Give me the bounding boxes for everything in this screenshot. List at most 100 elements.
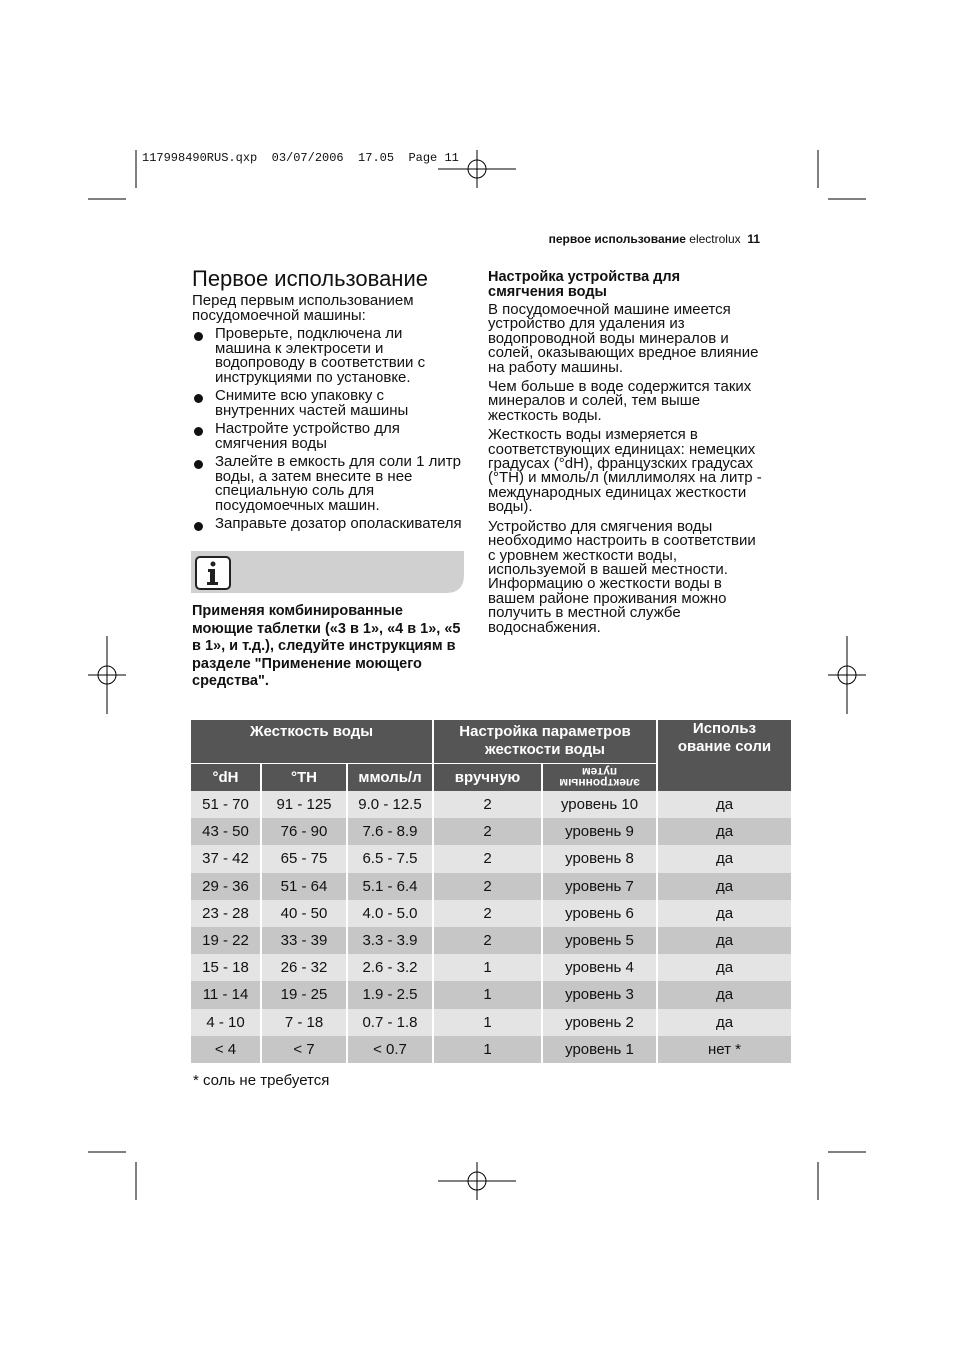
table-cell: 1 xyxy=(433,954,543,982)
bullet: Заправьте дозатор ополаскивателя xyxy=(192,516,462,532)
table-cell: 3.3 - 3.9 xyxy=(347,926,434,955)
sub-header: ммоль/л xyxy=(347,763,434,791)
table-cell: да xyxy=(715,850,734,868)
title: Первое использование xyxy=(192,266,428,291)
sub-header: вручную xyxy=(433,763,543,791)
paragraph: Устройство для смягчения воды необходимо… xyxy=(488,517,756,636)
table-cell: уровень 9 xyxy=(542,818,658,846)
table-cell: 4.0 - 5.0 xyxy=(347,899,434,927)
table-cell: 76 - 90 xyxy=(261,818,348,846)
table-row: 43 - 50 76 - 90 7.6 - 8.9 2 уровень 9 да xyxy=(191,818,791,846)
table-row: 29 - 36 51 - 64 5.1 - 6.4 2 уровень 7 да xyxy=(191,872,791,900)
table-cell: 19 - 22 xyxy=(191,926,262,955)
bullet-list: Проверьте, подключена ли машина к электр… xyxy=(192,326,462,536)
group-header: Жесткость воды xyxy=(191,720,434,763)
table-cell: уровень 10 xyxy=(542,791,658,819)
table-cell: 43 - 50 xyxy=(191,818,262,846)
table-cell: 2 xyxy=(433,791,543,819)
section: первое использование xyxy=(548,232,686,246)
table-cell: 2 xyxy=(433,899,543,927)
group-header: Использ ование соли xyxy=(657,720,791,791)
table-cell: 1 xyxy=(433,981,543,1009)
slug: 117998490RUS.qxp 03/07/2006 17.05 Page 1… xyxy=(142,151,459,165)
page-number: 11 xyxy=(747,232,760,246)
info-box xyxy=(191,551,464,593)
table-cell: уровень 7 xyxy=(542,872,658,900)
table-cell: 7 - 18 xyxy=(261,1008,348,1036)
table-cell: да xyxy=(715,877,734,895)
brand: electrolux xyxy=(689,232,741,246)
bullet: Залейте в емкость для соли 1 литр воды, … xyxy=(192,454,462,513)
table-cell: 51 - 70 xyxy=(191,791,262,819)
sub-header: электронным путем xyxy=(559,765,640,791)
table-cell: 2 xyxy=(433,926,543,955)
table-cell: уровень 6 xyxy=(542,899,658,927)
paragraphs: В посудомоечной машине имеется устройств… xyxy=(488,301,763,640)
bullet: Снимите всю упаковку с внутренних частей… xyxy=(192,388,462,418)
table-cell: 7.6 - 8.9 xyxy=(347,818,434,846)
note: Применяя комбинированные моющие таблетки… xyxy=(192,603,461,689)
running-header: первое использование electrolux 11 xyxy=(470,232,760,246)
table-row: 37 - 42 65 - 75 6.5 - 7.5 2 уровень 8 да xyxy=(191,845,791,873)
table-cell: 5.1 - 6.4 xyxy=(347,872,434,900)
table-cell: да xyxy=(715,1013,734,1031)
table-cell: 11 - 14 xyxy=(191,981,262,1009)
table-cell: 15 - 18 xyxy=(191,954,262,982)
table-cell: 1 xyxy=(433,1008,543,1036)
table-cell: < 7 xyxy=(261,1035,348,1063)
table-cell: уровень 5 xyxy=(542,926,658,955)
intro: Перед первым использованием посудомоечно… xyxy=(192,292,414,324)
table-cell: 0.7 - 1.8 xyxy=(347,1008,434,1036)
table-cell: < 4 xyxy=(191,1035,262,1063)
table-cell: 29 - 36 xyxy=(191,872,262,900)
table-cell: да xyxy=(715,796,734,814)
table-cell: уровень 4 xyxy=(542,954,658,982)
table-cell: 9.0 - 12.5 xyxy=(347,791,434,819)
table-cell: 2 xyxy=(433,818,543,846)
table-cell: 2.6 - 3.2 xyxy=(347,954,434,982)
table-cell: < 0.7 xyxy=(347,1035,434,1063)
hardness-table: Жесткость воды Настройка параметров жест… xyxy=(191,720,791,1063)
table-cell: нет * xyxy=(707,1040,741,1058)
table-cell: 2 xyxy=(433,845,543,873)
table-row: 51 - 70 91 - 125 9.0 - 12.5 2 уровень 10 да xyxy=(191,791,791,819)
table-cell: уровень 8 xyxy=(542,845,658,873)
table-cell: да xyxy=(715,959,734,977)
table-cell: 4 - 10 xyxy=(191,1008,262,1036)
group-header: Настройка параметров жесткости воды xyxy=(433,720,658,763)
table-cell: уровень 2 xyxy=(542,1008,658,1036)
paragraph: Жесткость воды измеряется в соответствую… xyxy=(488,426,762,516)
bullet: Настройте устройство для смягчения воды xyxy=(192,421,462,451)
table-cell: да xyxy=(715,986,734,1004)
table-row: 15 - 18 26 - 32 2.6 - 3.2 1 уровень 4 да xyxy=(191,954,791,982)
table-cell: уровень 3 xyxy=(542,981,658,1009)
table-cell: да xyxy=(715,823,734,841)
sub-header: °TH xyxy=(261,763,348,791)
heading: Настройка устройства для смягчения воды xyxy=(488,269,681,300)
table-row: 4 - 10 7 - 18 0.7 - 1.8 1 уровень 2 да xyxy=(191,1008,791,1036)
table-cell: 26 - 32 xyxy=(261,954,348,982)
sub-header: °dH xyxy=(191,763,262,791)
table-cell: 65 - 75 xyxy=(261,845,348,873)
table-row: < 4 < 7 < 0.7 1 уровень 1 нет * xyxy=(191,1035,791,1063)
table-cell: 23 - 28 xyxy=(191,899,262,927)
table-cell: уровень 1 xyxy=(542,1035,658,1063)
table-cell: 6.5 - 7.5 xyxy=(347,845,434,873)
bullet: Проверьте, подключена ли машина к электр… xyxy=(192,326,462,385)
table-cell: 1 xyxy=(433,1035,543,1063)
table-row: 11 - 14 19 - 25 1.9 - 2.5 1 уровень 3 да xyxy=(191,981,791,1009)
table-cell: 33 - 39 xyxy=(261,926,348,955)
table-cell: 1.9 - 2.5 xyxy=(347,981,434,1009)
paragraph: В посудомоечной машине имеется устройств… xyxy=(488,301,759,376)
table-cell: 40 - 50 xyxy=(261,899,348,927)
table-cell: 2 xyxy=(433,872,543,900)
table-cell: 91 - 125 xyxy=(261,791,348,819)
table-row: 23 - 28 40 - 50 4.0 - 5.0 2 уровень 6 да xyxy=(191,899,791,927)
table-cell: 51 - 64 xyxy=(261,872,348,900)
table-cell: да xyxy=(715,904,734,922)
table-cell: 37 - 42 xyxy=(191,845,262,873)
table-cell: 19 - 25 xyxy=(261,981,348,1009)
paragraph: Чем больше в воде содержится таких минер… xyxy=(488,378,752,424)
